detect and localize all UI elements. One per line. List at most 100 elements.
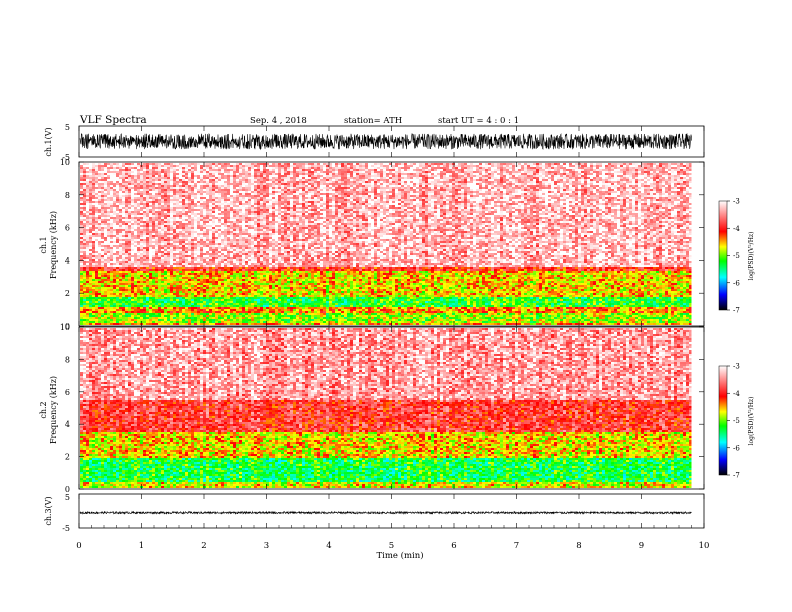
spectrogram-cell <box>158 319 161 321</box>
spectrogram-cell <box>104 243 107 245</box>
spectrogram-cell <box>89 199 92 201</box>
spectrogram-cell <box>185 233 188 235</box>
spectrogram-cell <box>92 195 95 197</box>
spectrogram-cell <box>104 163 107 165</box>
spectrogram-cell <box>95 195 98 197</box>
spectrogram-cell <box>122 227 125 229</box>
spectrogram-cell <box>170 311 173 313</box>
spectrogram-cell <box>128 273 131 275</box>
spectrogram-cell <box>98 163 101 165</box>
spectrogram-cell <box>80 291 83 293</box>
spectrogram-cell <box>203 237 206 239</box>
spectrogram-cell <box>122 309 125 311</box>
spectrogram-cell <box>113 173 116 175</box>
spectrogram-cell <box>185 197 188 199</box>
spectrogram-cell <box>110 165 113 167</box>
spectrogram-cell <box>128 183 131 185</box>
spectrogram-cell <box>113 223 116 225</box>
spectrogram-cell <box>137 233 140 235</box>
spectrogram-cell <box>119 185 122 187</box>
spectrogram-cell <box>164 217 167 219</box>
spectrogram-cell <box>194 187 197 189</box>
spectrogram-cell <box>164 263 167 265</box>
spectrogram-cell <box>182 171 185 173</box>
spectrogram-cell <box>89 203 92 205</box>
spectrogram-cell <box>134 271 137 273</box>
spectrogram-cell <box>101 181 104 183</box>
spectrogram-cell <box>191 223 194 225</box>
spectrogram-cell <box>128 201 131 203</box>
spectrogram-cell <box>200 273 203 275</box>
spectrogram-cell <box>200 271 203 273</box>
spectrogram-cell <box>86 227 89 229</box>
spectrogram-cell <box>167 275 170 277</box>
spectrogram-cell <box>92 255 95 257</box>
spectrogram-cell <box>170 199 173 201</box>
spectrogram-cell <box>125 209 128 211</box>
spectrogram-cell <box>104 205 107 207</box>
spectrogram-cell <box>143 221 146 223</box>
spectrogram-cell <box>209 235 212 237</box>
spectrogram-cell <box>122 219 125 221</box>
spectrogram-cell <box>89 191 92 193</box>
spectrogram-cell <box>158 179 161 181</box>
spectrogram-cell <box>128 307 131 309</box>
spectrogram-cell <box>194 261 197 263</box>
spectrogram-cell <box>140 277 143 279</box>
spectrogram-cell <box>131 165 134 167</box>
spectrogram-cell <box>158 271 161 273</box>
spectrogram-cell <box>155 217 158 219</box>
spectrogram-cell <box>206 197 209 199</box>
spectrogram-cell <box>98 277 101 279</box>
spectrogram-cell <box>101 267 104 269</box>
spectrogram-cell <box>194 193 197 195</box>
spectrogram-cell <box>125 193 128 195</box>
spectrogram-cell <box>209 163 212 165</box>
spectrogram-cell <box>161 185 164 187</box>
spectrogram-cell <box>134 199 137 201</box>
spectrogram-cell <box>197 317 200 319</box>
station-label: station= ATH <box>344 116 402 126</box>
spectrogram-cell <box>170 205 173 207</box>
spectrogram-cell <box>197 213 200 215</box>
spectrogram-cell <box>161 203 164 205</box>
spectrogram-cell <box>152 195 155 197</box>
spectrogram-cell <box>146 185 149 187</box>
spectrogram-cell <box>173 201 176 203</box>
spectrogram-cell <box>125 321 128 323</box>
spectrogram-cell <box>188 195 191 197</box>
spectrogram-cell <box>86 287 89 289</box>
spectrogram-cell <box>143 203 146 205</box>
spectrogram-cell <box>203 297 206 299</box>
spectrogram-cell <box>83 287 86 289</box>
spectrogram-cell <box>98 309 101 311</box>
spectrogram-cell <box>125 235 128 237</box>
spectrogram-cell <box>149 311 152 313</box>
spectrogram-cell <box>95 265 98 267</box>
spectrogram-cell <box>188 231 191 233</box>
spectrogram-cell <box>194 257 197 259</box>
spectrogram-cell <box>134 319 137 321</box>
spectrogram-cell <box>101 275 104 277</box>
spectrogram-cell <box>140 303 143 305</box>
spectrogram-cell <box>170 315 173 317</box>
spectrogram-cell <box>92 229 95 231</box>
spectrogram-cell <box>152 247 155 249</box>
spectrogram-cell <box>104 259 107 261</box>
spectrogram-cell <box>155 225 158 227</box>
spectrogram-cell <box>155 261 158 263</box>
spectrogram-cell <box>140 261 143 263</box>
spectrogram-cell <box>119 275 122 277</box>
spectrogram-cell <box>209 195 212 197</box>
spectrogram-cell <box>176 223 179 225</box>
spectrogram-cell <box>155 229 158 231</box>
spectrogram-cell <box>119 285 122 287</box>
spectrogram-cell <box>92 185 95 187</box>
spectrogram-cell <box>182 193 185 195</box>
spectrogram-cell <box>125 279 128 281</box>
spectrogram-cell <box>137 191 140 193</box>
spectrogram-cell <box>134 197 137 199</box>
spectrogram-cell <box>209 199 212 201</box>
spectrogram-cell <box>194 249 197 251</box>
spectrogram-cell <box>158 297 161 299</box>
